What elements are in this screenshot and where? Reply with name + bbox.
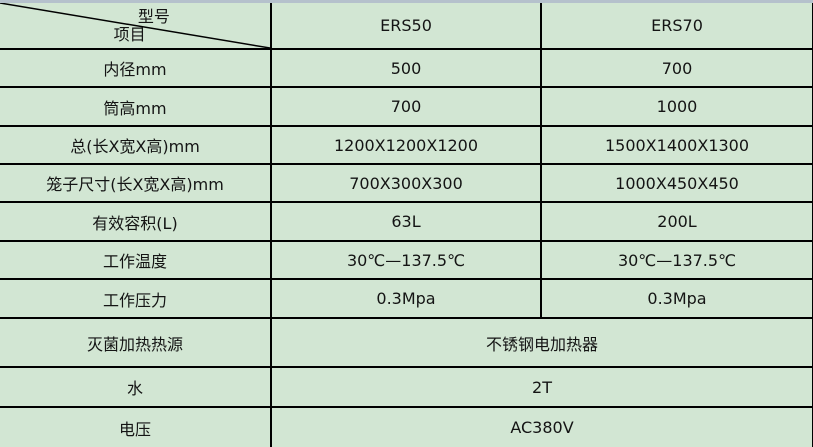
table-row: 有效容积(L) 63L 200L (0, 201, 813, 242)
corner-top-label: 型号 (137, 7, 170, 26)
row-label: 灭菌加热热源 (0, 317, 272, 368)
cell-value: 1500X1400X1300 (540, 125, 813, 165)
cell-value-spanned: 2T (270, 366, 813, 408)
cell-value-spanned: AC380V (270, 406, 813, 447)
table-row: 内径mm 500 700 (0, 48, 813, 88)
row-label: 工作压力 (0, 278, 272, 319)
diagonal-divider-line (0, 3, 270, 48)
row-label: 电压 (0, 406, 272, 447)
row-label: 内径mm (0, 48, 272, 88)
cell-value: 30℃—137.5℃ (270, 240, 542, 280)
table-row: 灭菌加热热源 不锈钢电加热器 (0, 317, 813, 368)
cell-value: 63L (270, 201, 542, 242)
row-label: 总(长X宽X高)mm (0, 125, 272, 165)
spec-table: 型号 项目 ERS50 ERS70 内径mm 500 700 筒高mm 700 … (0, 3, 813, 447)
row-label: 筒高mm (0, 86, 272, 127)
cell-value: 0.3Mpa (270, 278, 542, 319)
corner-header-cell: 型号 项目 (0, 3, 272, 50)
cell-value: 1000 (540, 86, 813, 127)
row-label: 有效容积(L) (0, 201, 272, 242)
column-header-ers70: ERS70 (540, 3, 813, 50)
column-header-ers50: ERS50 (270, 3, 542, 50)
cell-value: 30℃—137.5℃ (540, 240, 813, 280)
table-row: 电压 AC380V (0, 406, 813, 447)
cell-value: 1200X1200X1200 (270, 125, 542, 165)
cell-value-spanned: 不锈钢电加热器 (270, 317, 813, 368)
cell-value: 700X300X300 (270, 163, 542, 203)
cell-value: 700 (540, 48, 813, 88)
row-label: 笼子尺寸(长X宽X高)mm (0, 163, 272, 203)
row-label: 水 (0, 366, 272, 408)
row-label: 工作温度 (0, 240, 272, 280)
table-row: 工作压力 0.3Mpa 0.3Mpa (0, 278, 813, 319)
cell-value: 200L (540, 201, 813, 242)
table-row: 水 2T (0, 366, 813, 408)
table-row: 筒高mm 700 1000 (0, 86, 813, 127)
cell-value: 700 (270, 86, 542, 127)
corner-bottom-label: 项目 (113, 24, 146, 44)
header-row: 型号 项目 ERS50 ERS70 (0, 3, 813, 50)
cell-value: 0.3Mpa (540, 278, 813, 319)
table-row: 工作温度 30℃—137.5℃ 30℃—137.5℃ (0, 240, 813, 280)
cell-value: 1000X450X450 (540, 163, 813, 203)
table-row: 笼子尺寸(长X宽X高)mm 700X300X300 1000X450X450 (0, 163, 813, 203)
cell-value: 500 (270, 48, 542, 88)
table-row: 总(长X宽X高)mm 1200X1200X1200 1500X1400X1300 (0, 125, 813, 165)
